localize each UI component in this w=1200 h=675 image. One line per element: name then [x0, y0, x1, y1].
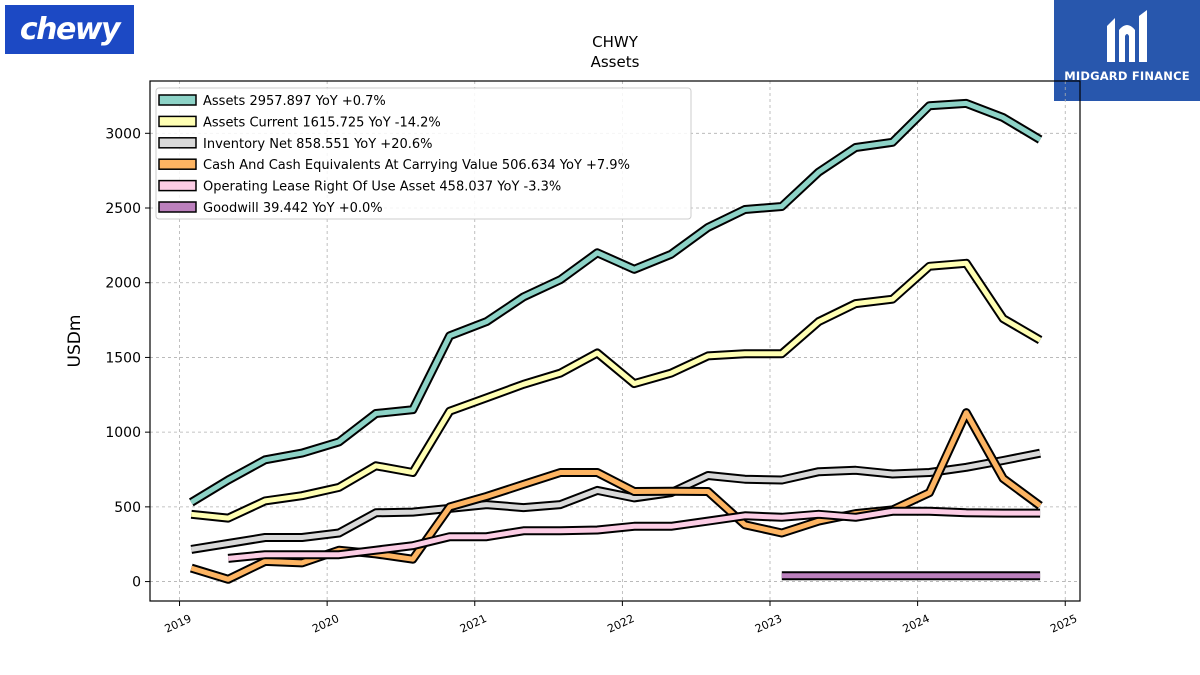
plot-frame: [149, 80, 1081, 602]
series-line-operating-lease-right-of-use-asset: [227, 508, 1041, 561]
series-line-inventory-net: [190, 450, 1041, 552]
legend-label: Cash And Cash Equivalents At Carrying Va…: [203, 158, 630, 173]
midgard-finance-logo: MIDGARD FINANCE: [1054, 0, 1200, 101]
y-tick-label: 1500: [105, 350, 141, 366]
chewy-logo: chewy: [5, 5, 134, 54]
midgard-mark-icon: [1107, 10, 1147, 62]
y-tick-label: 3000: [105, 126, 141, 142]
legend-label: Assets 2957.897 YoY +0.7%: [203, 94, 386, 109]
series-layer: [188, 98, 1043, 584]
legend-swatch: [158, 158, 197, 170]
x-tick-label: 2021: [458, 612, 489, 636]
legend-label: Operating Lease Right Of Use Asset 458.0…: [203, 180, 561, 195]
series-line-assets-current: [191, 260, 1042, 521]
chart-title: CHWY: [592, 33, 639, 51]
x-tick-label: 2025: [1048, 612, 1079, 636]
x-tick-label: 2023: [753, 612, 784, 636]
x-tick-label: 2020: [310, 612, 341, 636]
series-line-assets: [190, 100, 1042, 505]
chart-subtitle: Assets: [591, 53, 640, 71]
legend-swatch: [158, 137, 197, 149]
y-tick-label: 2000: [105, 276, 141, 292]
y-tick-label: 2500: [105, 201, 141, 217]
legend-label: Assets Current 1615.725 YoY -14.2%: [203, 115, 441, 130]
legend-swatch: [158, 94, 197, 106]
y-tick-label: 500: [114, 500, 141, 516]
legend-label: Inventory Net 858.551 YoY +20.6%: [203, 137, 433, 152]
x-tick-label: 2019: [163, 612, 194, 636]
legend-swatch: [158, 115, 197, 128]
x-tick-label: 2022: [605, 612, 636, 636]
legend-box: [155, 87, 692, 220]
y-tick-label: 1000: [105, 425, 141, 441]
y-axis-label: USDm: [65, 315, 85, 368]
chewy-logo-text: chewy: [19, 12, 121, 47]
y-tick-label: 0: [132, 575, 141, 591]
legend-swatch: [158, 201, 197, 213]
midgard-logo-text: MIDGARD FINANCE: [1064, 69, 1190, 83]
x-tick-label: 2024: [901, 612, 932, 636]
legend-label: Goodwill 39.442 YoY +0.0%: [203, 201, 383, 216]
legend: Assets 2957.897 YoY +0.7% Assets Current …: [155, 87, 692, 220]
legend-swatch: [158, 179, 197, 192]
